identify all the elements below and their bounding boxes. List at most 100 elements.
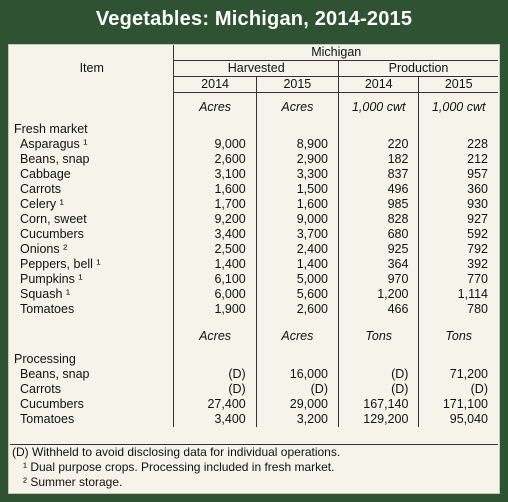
fresh-market-row: Pumpkins ¹ 6,100 5,000 970 770 [10,272,498,287]
section-label: Processing [10,352,175,367]
fresh-market-row: Onions ² 2,500 2,400 925 792 [10,242,498,257]
cell-production-2015: 927 [467,212,488,226]
cell-production-2014: 837 [338,167,420,182]
cell-harvested-2014: 9,000 [173,137,257,152]
row-item-label: Tomatoes [10,412,175,427]
unit-label: Acres [173,100,257,115]
header-row-years: 2014 2015 2014 2015 [10,76,498,93]
cell-production-2014: 925 [338,242,420,257]
fresh-market-row: Peppers, bell ¹ 1,400 1,400 364 392 [10,257,498,272]
unit-label: Tons [445,329,473,343]
cell-harvested-2014: 3,400 [173,412,257,427]
cell-harvested-2015: 1,500 [256,182,340,197]
fresh-market-row: Tomatoes 1,900 2,600 466 780 [10,302,498,317]
fresh-market-row: Corn, sweet 9,200 9,000 828 927 [10,212,498,227]
fresh-market-row: Asparagus ¹ 9,000 8,900 220 228 [10,137,498,152]
cell-production-2015: 95,040 [449,412,488,426]
row-item-label: Peppers, bell ¹ [10,257,175,272]
cell-production-2015: 770 [467,272,488,286]
header-year: 2014 [173,76,257,93]
cell-harvested-2014: 27,400 [173,397,257,412]
cell-harvested-2015: 9,000 [256,212,340,227]
cell-production-2015: 228 [467,137,488,151]
cell-production-2015: 957 [467,167,488,181]
footnotes: (D) Withheld to avoid disclosing data fo… [10,444,498,490]
cell-production-2015: 212 [467,152,488,166]
cell-harvested-2015: 3,200 [256,412,340,427]
section-label: Fresh market [10,122,175,137]
processing-rows: Beans, snap (D) 16,000 (D) 71,200 Carrots (D)(… [10,367,498,427]
unit-label: Acres [256,329,340,344]
cell-harvested-2015: 2,900 [256,152,340,167]
cell-production-2014: (D) [338,382,420,397]
header-year: 2015 [418,76,498,93]
section-row-processing: Processing [10,352,498,367]
footnote: ¹ Dual purpose crops. Processing include… [23,460,335,474]
cell-production-2015: 360 [467,182,488,196]
row-item-label: Carrots [10,382,175,397]
row-item-label: Asparagus ¹ [10,137,175,152]
cell-production-2014: 220 [338,137,420,152]
cell-production-2015: (D) [470,382,488,396]
header-year: 2014 [338,76,420,93]
cell-production-2015: 71,200 [449,367,488,381]
cell-harvested-2015: 2,600 [256,302,340,317]
cell-production-2014: 496 [338,182,420,197]
row-item-label: Cabbage [10,167,175,182]
row-item-label: Cucumbers [10,227,175,242]
section-row-fresh: Fresh market [10,122,498,137]
cell-harvested-2014: 2,600 [173,152,257,167]
fresh-market-row: Squash ¹ 6,000 5,600 1,200 1,114 [10,287,498,302]
cell-harvested-2014: 3,400 [173,227,257,242]
row-item-label: Corn, sweet [10,212,175,227]
cell-production-2014: 182 [338,152,420,167]
spacer-row [10,92,498,100]
cell-production-2015: 392 [467,257,488,271]
fresh-market-row: Celery ¹ 1,700 1,600 985 930 [10,197,498,212]
header-production: Production [338,60,498,77]
cell-harvested-2015: 5,600 [256,287,340,302]
row-item-label: Tomatoes [10,302,175,317]
cell-harvested-2014: 3,100 [173,167,257,182]
fresh-market-row: Beans, snap 2,600 2,900 182 212 [10,152,498,167]
vegetables-table: Item Michigan Harvested Production 2014 … [10,45,498,427]
header-row-groups: Harvested Production [10,60,498,77]
cell-production-2014: 680 [338,227,420,242]
processing-row: Carrots (D) (D) (D) (D) [10,382,498,397]
cell-production-2015: 780 [467,302,488,316]
header-year: 2015 [256,76,340,93]
cell-harvested-2014: (D) [173,382,257,397]
row-item-label: Pumpkins ¹ [10,272,175,287]
header-item: Item [10,45,175,93]
cell-harvested-2014: 6,100 [173,272,257,287]
header-row-region: Item Michigan [10,45,498,93]
unit-row-processing: Acres Acres Tons Tons [10,329,498,344]
unit-row-fresh: Acres Acres 1,000 cwt 1,000 cwt [10,100,498,115]
cell-harvested-2014: (D) [173,367,257,382]
cell-production-2014: 1,200 [338,287,420,302]
cell-harvested-2014: 1,700 [173,197,257,212]
unit-label: Tons [338,329,420,344]
footnote: ² Summer storage. [23,475,123,489]
cell-harvested-2015: 1,400 [256,257,340,272]
cell-production-2014: 167,140 [338,397,420,412]
row-item-label: Celery ¹ [10,197,175,212]
cell-harvested-2015: 5,000 [256,272,340,287]
cell-harvested-2014: 6,000 [173,287,257,302]
unit-label: 1,000 cwt [338,100,420,115]
fresh-market-row: Cucumbers 3,400 3,700 680 592 [10,227,498,242]
cell-harvested-2015: 1,600 [256,197,340,212]
spacer-row [10,115,498,122]
cell-harvested-2015: 3,700 [256,227,340,242]
cell-harvested-2015: 29,000 [256,397,340,412]
spacer-row [10,317,498,329]
row-item-label: Carrots [10,182,175,197]
cell-production-2014: 985 [338,197,420,212]
cell-production-2014: 828 [338,212,420,227]
cell-production-2014: 129,200 [338,412,420,427]
cell-harvested-2014: 1,400 [173,257,257,272]
row-item-label: Cucumbers [10,397,175,412]
cell-production-2014: (D) [338,367,420,382]
cell-harvested-2014: 2,500 [173,242,257,257]
